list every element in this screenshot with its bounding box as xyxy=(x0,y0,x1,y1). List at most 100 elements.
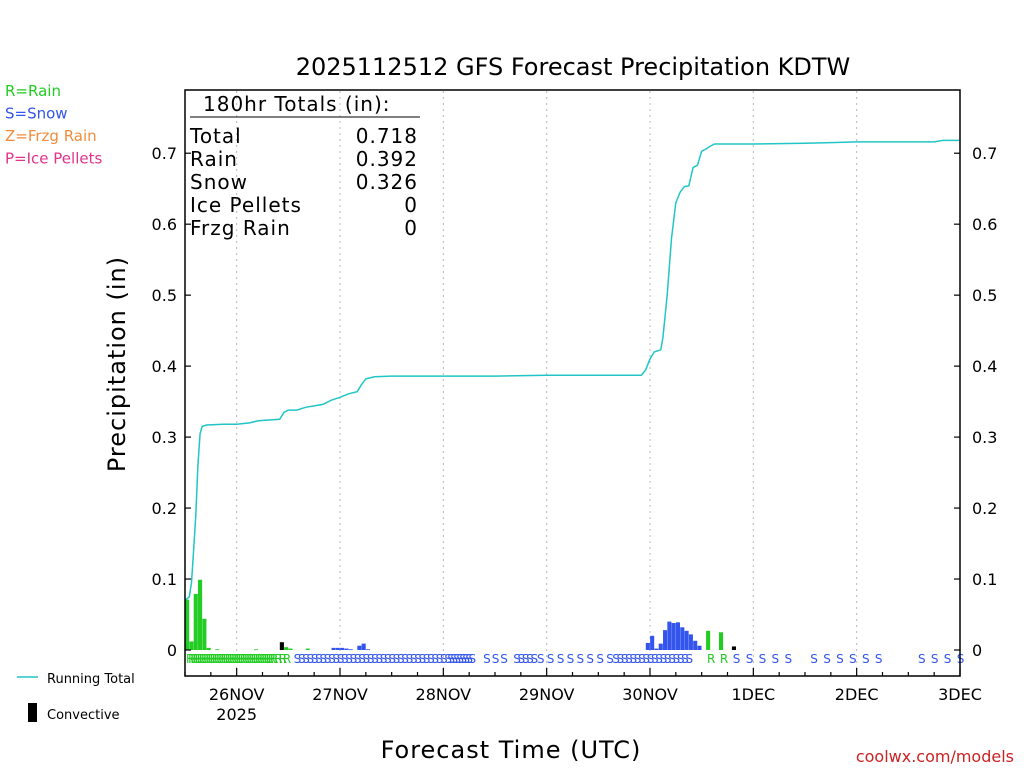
precip-type-marker: R xyxy=(208,652,216,666)
convective-legend-label: Convective xyxy=(47,708,120,723)
precip-bar xyxy=(331,647,336,650)
precip-type-marker: R xyxy=(236,652,244,666)
precip-type-marker: R xyxy=(253,652,261,666)
precip-type-marker: R xyxy=(223,652,231,666)
precip-bar xyxy=(357,645,362,650)
precip-type-marker: R xyxy=(268,652,276,666)
precip-type-marker: R xyxy=(238,652,246,666)
precip-type-marker: S xyxy=(345,652,353,666)
precip-bar xyxy=(193,593,198,650)
precip-type-marker: S xyxy=(406,652,414,666)
precip-type-marker: S xyxy=(380,652,388,666)
precip-type-marker: S xyxy=(918,652,926,666)
precip-type-marker: R xyxy=(259,652,267,666)
precip-type-marker: S xyxy=(431,652,439,666)
precip-bar xyxy=(288,648,293,650)
totals-row-value: 0 xyxy=(404,216,418,240)
precip-type-marker: R xyxy=(242,652,250,666)
precip-type-marker: S xyxy=(621,652,629,666)
x-tick-label: 3DEC xyxy=(938,685,982,704)
precip-type-marker: S xyxy=(518,652,526,666)
totals-row-value: 0.392 xyxy=(356,147,418,171)
precip-type-marker: S xyxy=(354,652,362,666)
precip-type-marker: S xyxy=(367,652,375,666)
precip-bar xyxy=(667,621,672,650)
precip-type-marker: S xyxy=(577,652,585,666)
precip-type-marker: R xyxy=(220,652,228,666)
chart-title: 2025112512 GFS Forecast Precipitation KD… xyxy=(296,53,851,81)
running-total-legend: Running Total xyxy=(17,672,135,687)
precip-type-marker: S xyxy=(341,652,349,666)
plot-frame xyxy=(184,89,961,677)
precip-type-marker: S xyxy=(625,652,633,666)
precip-type-marker: S xyxy=(664,652,672,666)
y-tick-label: 0.7 xyxy=(972,144,997,163)
precip-type-marker: S xyxy=(332,652,340,666)
precip-type-marker: S xyxy=(655,652,663,666)
precip-type-marker: R xyxy=(190,652,198,666)
precip-type-marker: R xyxy=(248,652,256,666)
precip-type-marker: S xyxy=(465,652,473,666)
precip-type-marker: S xyxy=(427,652,435,666)
precip-type-marker: R xyxy=(720,652,728,666)
precip-type-marker: S xyxy=(363,652,371,666)
precip-bar xyxy=(658,643,663,650)
type-legend-item: R=Rain xyxy=(5,82,61,100)
precip-type-marker: R xyxy=(186,652,194,666)
type-legend-item: P=Ice Pellets xyxy=(5,150,102,168)
totals-row-label: Rain xyxy=(190,147,238,171)
precip-bar xyxy=(348,649,353,651)
precip-type-marker: R xyxy=(266,652,274,666)
precip-type-marker: R xyxy=(203,652,211,666)
x-tick-label: 28NOV xyxy=(416,685,472,704)
running-total-line xyxy=(184,139,960,601)
precip-type-marker: S xyxy=(371,652,379,666)
y-tick-label: 0.3 xyxy=(972,428,997,447)
precip-bar xyxy=(680,627,685,650)
y-tick-label: 0.6 xyxy=(972,215,997,234)
precip-type-marker: S xyxy=(522,652,530,666)
precip-bar xyxy=(684,630,689,650)
precip-type-marker: S xyxy=(638,652,646,666)
precip-bar xyxy=(663,630,668,650)
x-tick-label: 26NOV xyxy=(209,685,265,704)
precip-type-marker: R xyxy=(199,652,207,666)
precip-type-marker: S xyxy=(453,652,461,666)
totals-row-label: Frzg Rain xyxy=(190,216,291,240)
precip-bar xyxy=(198,579,203,650)
totals-row-value: 0 xyxy=(404,193,418,217)
precip-bar xyxy=(706,630,711,650)
y-ticks-left: 0 0.1 0.2 0.3 0.4 0.5 0.6 0.7 xyxy=(152,144,191,660)
precip-type-marker: S xyxy=(526,652,534,666)
convective-bar xyxy=(731,646,737,650)
type-legend: R=Rain S=Snow Z=Frzg Rain P=Ice Pellets xyxy=(5,82,102,168)
precip-type-marker: R xyxy=(218,652,226,666)
precip-type-marker: S xyxy=(875,652,883,666)
y-tick-label: 0 xyxy=(167,641,177,660)
precip-type-marker: R xyxy=(251,652,259,666)
precip-type-marker: S xyxy=(436,652,444,666)
y-tick-label: 0.4 xyxy=(972,357,997,376)
convective-legend: Convective xyxy=(28,703,120,723)
precip-type-marker: R xyxy=(270,652,278,666)
precip-type-marker: S xyxy=(459,652,467,666)
precip-type-marker: S xyxy=(440,652,448,666)
precip-type-marker: S xyxy=(668,652,676,666)
precip-type-marker: S xyxy=(311,652,319,666)
watermark: coolwx.com/models xyxy=(856,747,1014,766)
y-tick-label: 0.2 xyxy=(972,499,997,518)
precip-type-marker: S xyxy=(660,652,668,666)
y-axis-label: Precipitation (in) xyxy=(103,256,131,472)
precip-type-marker: S xyxy=(298,652,306,666)
precip-type-marker: S xyxy=(629,652,637,666)
precip-type-marker: R xyxy=(210,652,218,666)
precip-type-marker: S xyxy=(862,652,870,666)
y-tick-label: 0.1 xyxy=(972,570,997,589)
precip-type-marker: S xyxy=(410,652,418,666)
precip-type-marker: R xyxy=(261,652,269,666)
precip-type-marker: S xyxy=(294,652,302,666)
precip-bar xyxy=(202,618,207,650)
precip-type-marker: S xyxy=(547,652,555,666)
